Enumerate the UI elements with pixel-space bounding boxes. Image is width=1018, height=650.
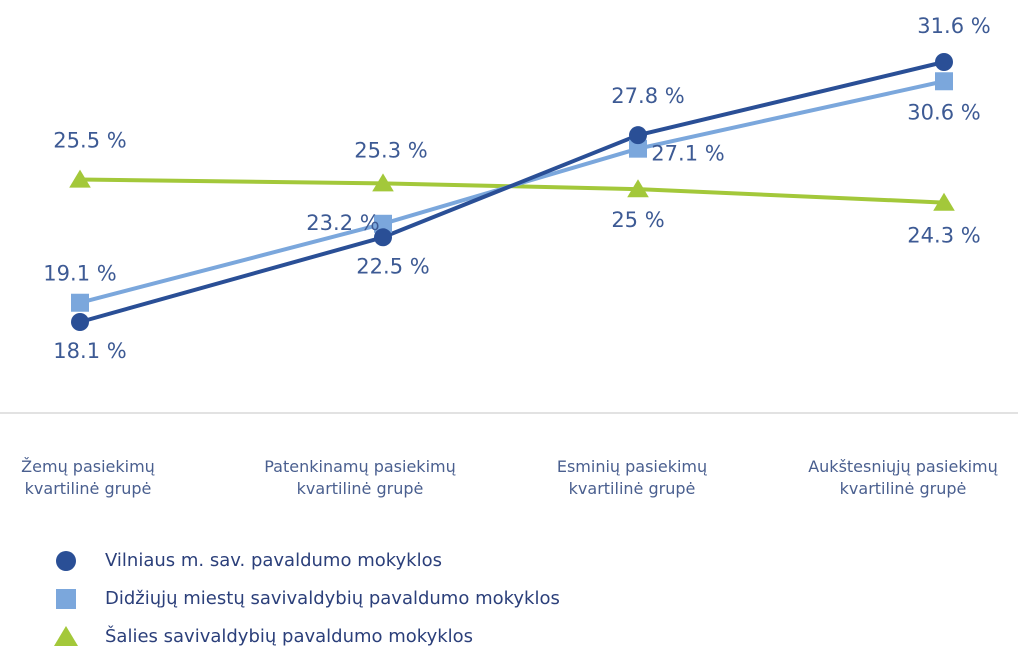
value-label: 25.5 % (53, 128, 126, 152)
point (372, 173, 394, 192)
point (71, 313, 89, 331)
point (374, 228, 392, 247)
line (79, 79, 945, 305)
value-label: 23.2 % (306, 211, 379, 235)
legend-label: Šalies savivaldybių pavaldumo mokyklos (105, 625, 473, 647)
value-label: 19.1 % (43, 262, 116, 286)
value-label: 24.3 % (907, 224, 980, 248)
point (69, 169, 91, 188)
value-label: 27.8 % (611, 84, 684, 108)
point (71, 293, 89, 312)
point (629, 126, 647, 145)
x-tick-label: Patenkinamų pasiekimų kvartilinė grupė (264, 457, 456, 498)
value-label: 25.3 % (354, 138, 427, 162)
point (933, 192, 955, 211)
value-label: 18.1 % (53, 339, 126, 363)
x-tick-label: Aukštesniųjų pasiekimų kvartilinė grupė (808, 457, 998, 498)
value-label: 31.6 % (917, 14, 990, 38)
legend-label: Didžiųjų miestų savivaldybių pavaldumo m… (105, 588, 560, 609)
value-label: 30.6 % (907, 100, 980, 124)
x-tick-label: Žemų pasiekimų kvartilinė grupė (21, 457, 155, 498)
point (935, 72, 953, 91)
x-tick-label: Esminių pasiekimų kvartilinė grupė (556, 457, 708, 498)
point (627, 179, 649, 198)
point (56, 589, 76, 609)
line (79, 177, 945, 205)
value-label: 27.1 % (651, 142, 724, 166)
line (79, 60, 945, 324)
value-label: 25 % (611, 208, 664, 232)
value-label: 22.5 % (356, 254, 429, 278)
point (935, 53, 953, 71)
point (629, 139, 647, 158)
point (374, 214, 392, 233)
point (54, 626, 78, 646)
point (56, 551, 76, 571)
legend-label: Vilniaus m. sav. pavaldumo mokyklos (105, 550, 442, 571)
